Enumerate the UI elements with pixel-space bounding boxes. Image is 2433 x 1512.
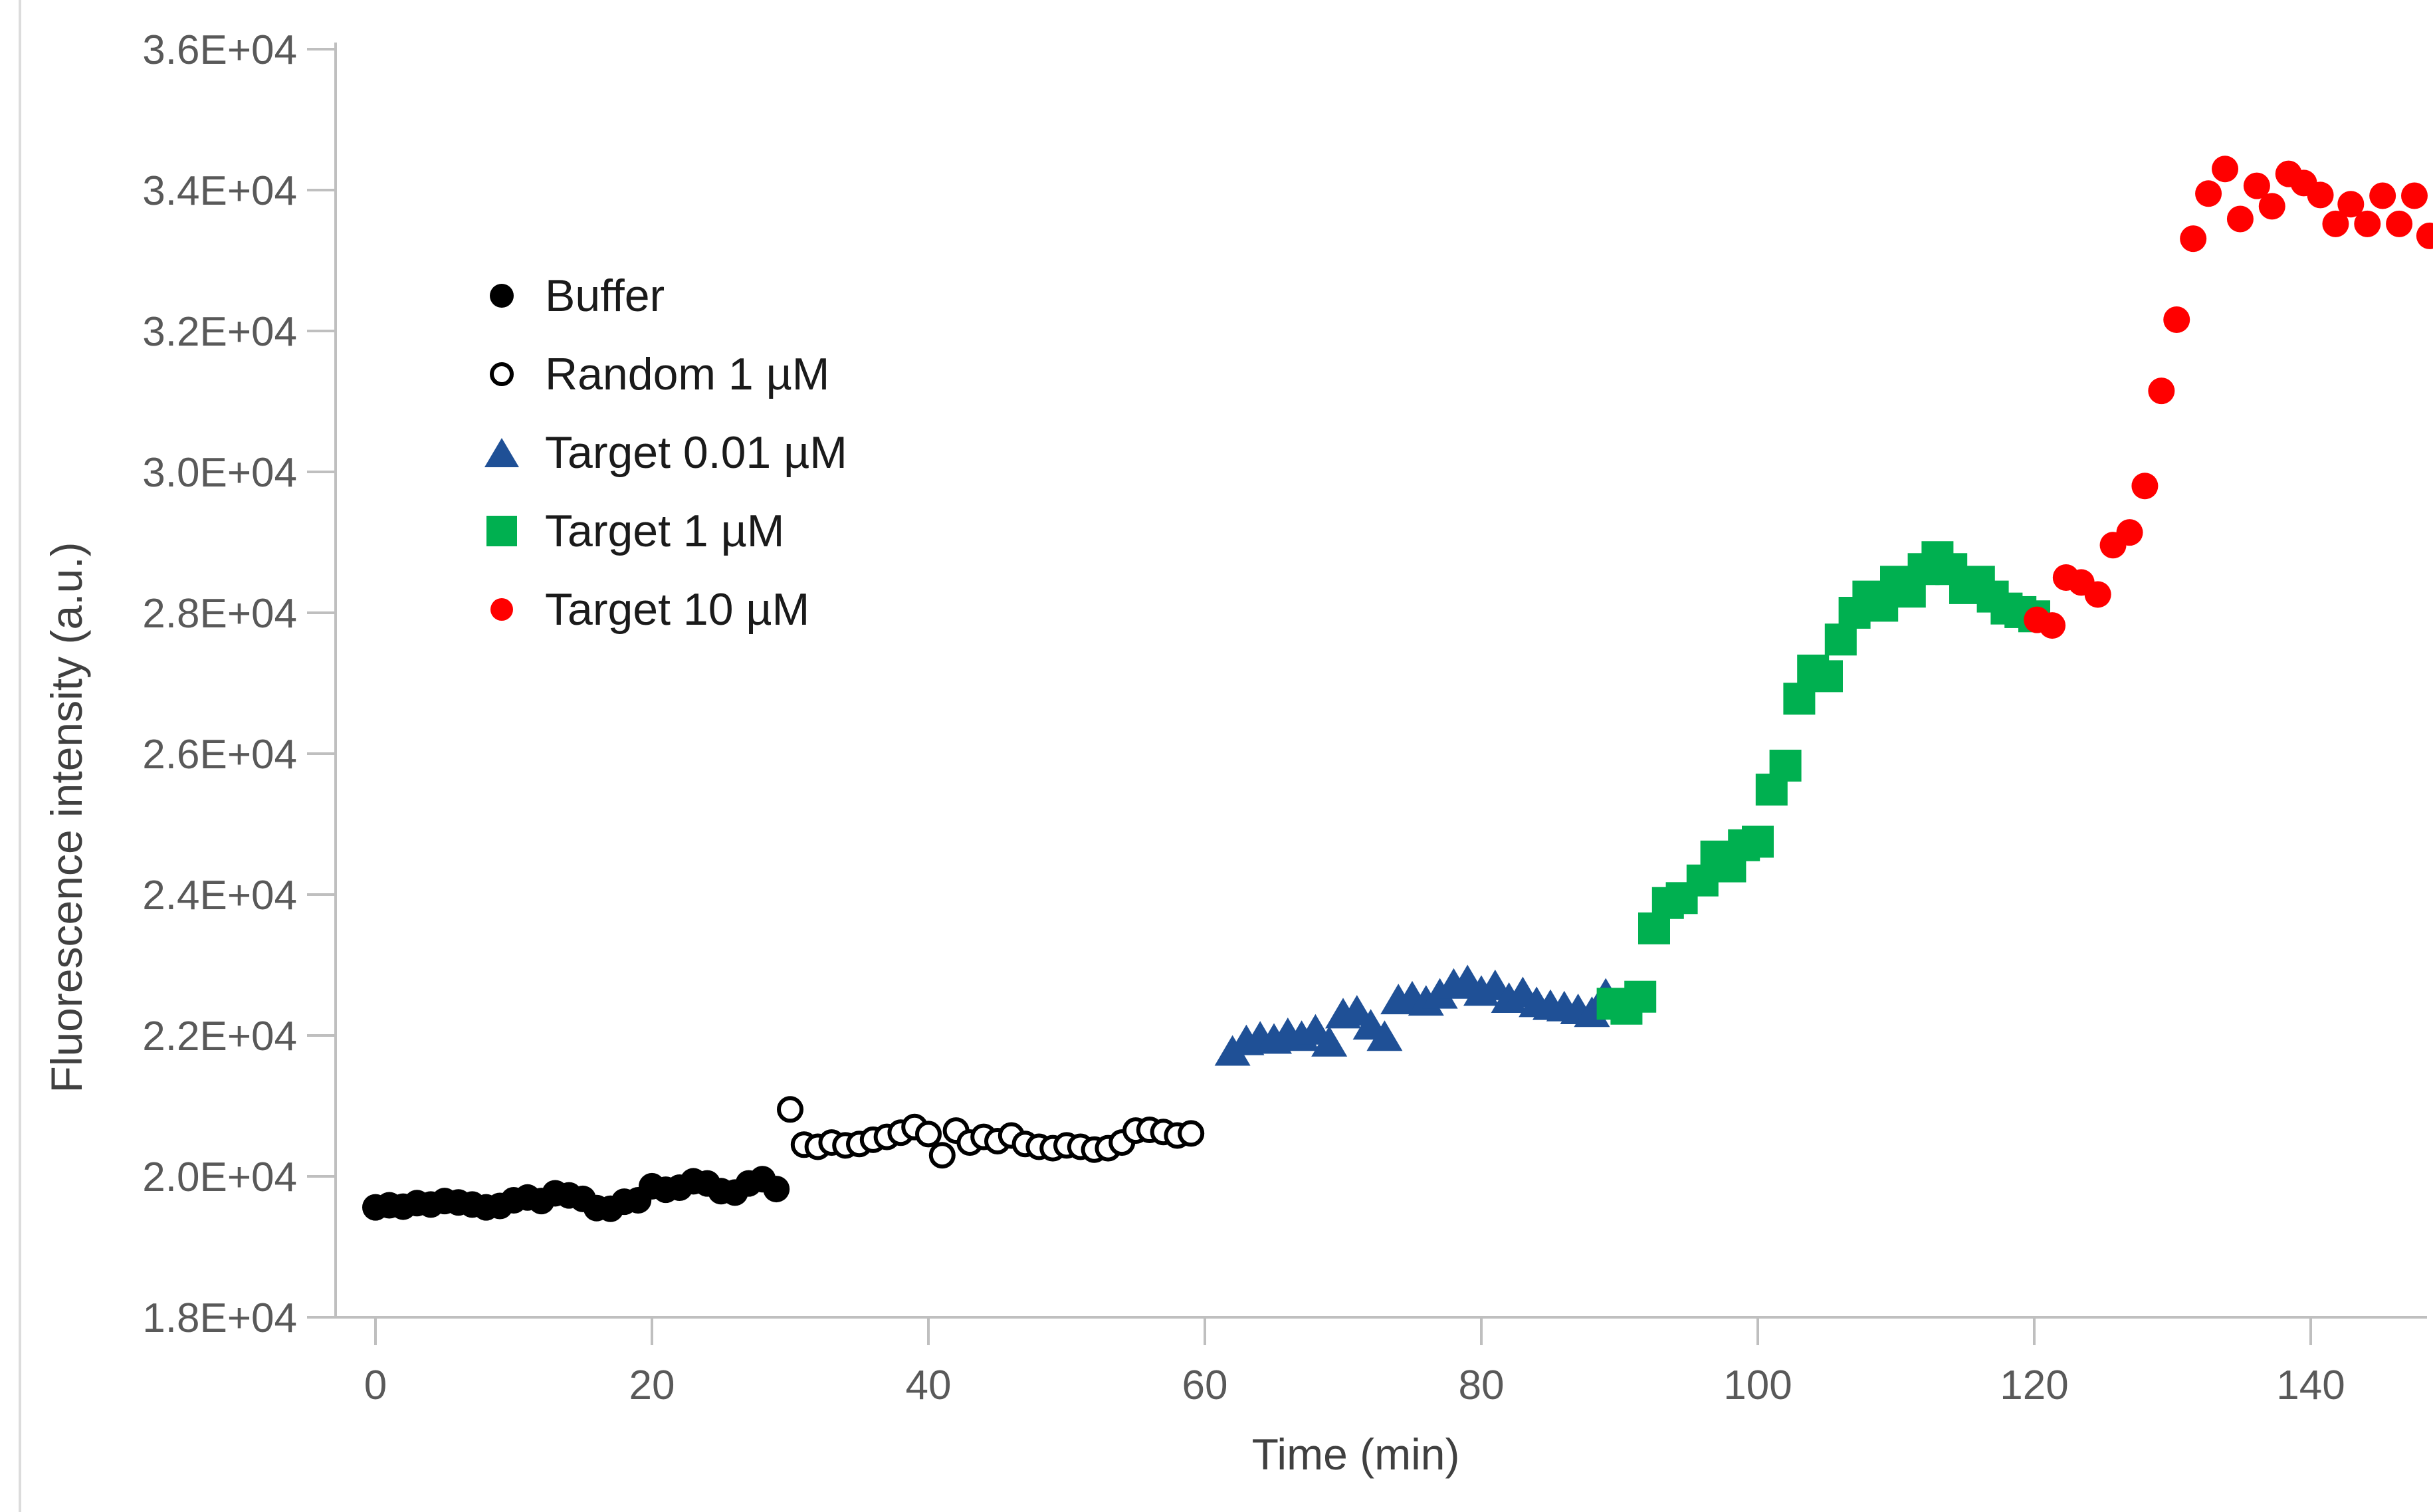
y-tick-label: 3.0E+04 (142, 450, 297, 496)
series-target-1-m (1596, 541, 2050, 1025)
data-point (2386, 210, 2413, 237)
series-target-0-01-m (1214, 964, 1624, 1066)
data-point (2307, 181, 2334, 209)
data-point (2416, 222, 2433, 249)
series-random-1-m (777, 1096, 1205, 1169)
data-point (2195, 180, 2222, 207)
legend-label: Random 1 µM (545, 349, 830, 399)
legend-item-buffer: Buffer (459, 257, 847, 335)
data-point (2180, 225, 2207, 253)
y-tick-label: 3.6E+04 (142, 27, 297, 73)
data-point (2401, 182, 2428, 209)
data-point (1783, 683, 1816, 715)
data-point (1624, 980, 1657, 1013)
legend: Buffer Random 1 µM Target 0.01 µM Target… (459, 257, 847, 649)
data-point (2369, 182, 2396, 209)
buffer-marker-icon (490, 284, 514, 308)
legend-label: Target 0.01 µM (545, 427, 847, 478)
data-point (2322, 210, 2349, 237)
data-point (1742, 825, 1774, 858)
x-tick-label: 20 (629, 1362, 675, 1408)
data-point (1769, 750, 1802, 782)
data-point (1366, 1020, 1403, 1051)
x-tick-label: 60 (1182, 1362, 1228, 1408)
y-tick-label: 3.4E+04 (142, 168, 297, 214)
legend-item-target-1um: Target 1 µM (459, 492, 847, 570)
y-tick-label: 2.0E+04 (142, 1154, 297, 1200)
data-point (2337, 191, 2365, 218)
x-tick-label: 120 (2000, 1362, 2068, 1408)
data-point (2084, 581, 2111, 608)
legend-label: Target 1 µM (545, 506, 785, 556)
data-point (1824, 623, 1857, 656)
data-point (1811, 660, 1843, 693)
x-tick-label: 40 (906, 1362, 952, 1408)
x-tick-label: 0 (364, 1362, 387, 1408)
series-target-10-m (2024, 156, 2433, 639)
y-tick-label: 2.8E+04 (142, 591, 297, 637)
legend-item-random-1um: Random 1 µM (459, 335, 847, 413)
page-edge-line (19, 0, 21, 1512)
data-point (777, 1096, 803, 1123)
y-axis-ticks: 1.8E+04 2.0E+04 2.2E+04 2.4E+04 2.6E+04 2.8E+… (142, 27, 336, 1341)
y-tick-label: 3.2E+04 (142, 309, 297, 355)
target-1-marker-icon (486, 516, 517, 546)
data-point (763, 1176, 790, 1203)
y-tick-label: 2.4E+04 (142, 873, 297, 918)
data-point (2354, 210, 2381, 237)
data-point (2226, 205, 2254, 233)
data-point (2148, 378, 2175, 405)
data-point (2131, 473, 2159, 500)
data-point (915, 1121, 942, 1148)
y-axis-title: Fluorescence intensity (a.u.) (42, 542, 91, 1093)
legend-item-target-001um: Target 0.01 µM (459, 413, 847, 492)
target-001-marker-icon (484, 438, 519, 467)
target-10-marker-icon (490, 598, 513, 621)
legend-item-target-10um: Target 10 µM (459, 570, 847, 649)
data-point (2243, 172, 2270, 199)
x-axis-ticks: 0 20 40 60 80 100 120 140 (364, 1317, 2345, 1408)
data-point (1311, 1026, 1348, 1057)
data-point (2039, 612, 2066, 639)
data-point (2258, 193, 2285, 220)
data-point (1178, 1120, 1205, 1147)
data-point (2116, 519, 2143, 546)
y-tick-label: 1.8E+04 (142, 1295, 297, 1341)
x-tick-label: 100 (1723, 1362, 1792, 1408)
legend-label: Buffer (545, 270, 665, 321)
x-axis-title: Time (min) (1251, 1430, 1460, 1479)
data-point (928, 1142, 956, 1169)
y-tick-label: 2.2E+04 (142, 1014, 297, 1059)
x-tick-label: 80 (1459, 1362, 1505, 1408)
y-tick-label: 2.6E+04 (142, 732, 297, 778)
series-buffer (362, 1166, 790, 1222)
data-point (2212, 156, 2239, 183)
random-marker-icon (490, 362, 514, 386)
x-tick-label: 140 (2276, 1362, 2345, 1408)
legend-label: Target 10 µM (545, 584, 810, 635)
axes (334, 43, 2427, 1319)
data-point (2163, 306, 2190, 334)
